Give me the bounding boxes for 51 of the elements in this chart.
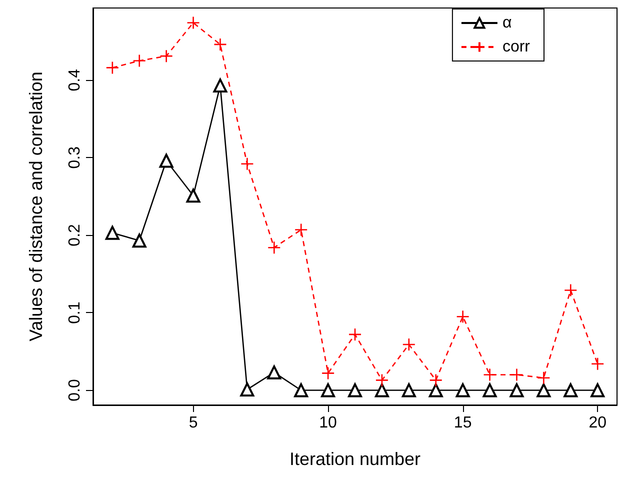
point	[564, 284, 578, 297]
x-tick-label: 10	[319, 414, 338, 432]
point	[294, 383, 308, 398]
point	[186, 16, 200, 30]
point	[348, 383, 362, 398]
point	[483, 368, 496, 382]
point	[429, 374, 443, 387]
x-tick-label: 15	[454, 414, 472, 432]
point	[132, 234, 146, 248]
point	[374, 383, 389, 398]
point	[186, 188, 200, 203]
point	[321, 366, 335, 380]
point	[537, 371, 550, 385]
point	[428, 383, 443, 398]
y-axis-title: Values of distance and correlation	[26, 72, 46, 342]
point	[132, 54, 146, 68]
x-tick-label: 20	[588, 414, 607, 432]
y-tick-label: 0.2	[66, 224, 84, 246]
point	[348, 328, 362, 342]
point	[510, 368, 524, 382]
point	[510, 383, 524, 398]
y-tick-label: 0.1	[66, 302, 84, 324]
point	[375, 374, 389, 387]
x-tick-label: 5	[188, 414, 198, 432]
point	[564, 383, 578, 398]
y-tick-label: 0.4	[66, 68, 84, 92]
point	[214, 38, 227, 52]
point	[240, 382, 254, 396]
point	[536, 383, 551, 398]
point	[402, 383, 416, 398]
point	[321, 383, 336, 398]
point	[105, 226, 120, 240]
point	[267, 240, 281, 254]
legend-label: α	[502, 14, 512, 32]
x-axis-title: Iteration number	[289, 449, 421, 469]
point	[160, 49, 173, 63]
y-tick-label: 0.0	[66, 379, 84, 402]
point	[456, 383, 470, 398]
point	[456, 310, 470, 324]
point	[267, 365, 282, 380]
point	[240, 157, 254, 171]
y-tick-label: 0.3	[66, 146, 84, 169]
point	[590, 357, 604, 371]
point	[213, 78, 228, 93]
point	[159, 154, 174, 168]
point	[590, 383, 605, 398]
point	[106, 61, 120, 74]
point	[294, 223, 308, 236]
legend-label: corr	[502, 38, 531, 56]
point	[482, 383, 497, 398]
point	[402, 338, 416, 352]
